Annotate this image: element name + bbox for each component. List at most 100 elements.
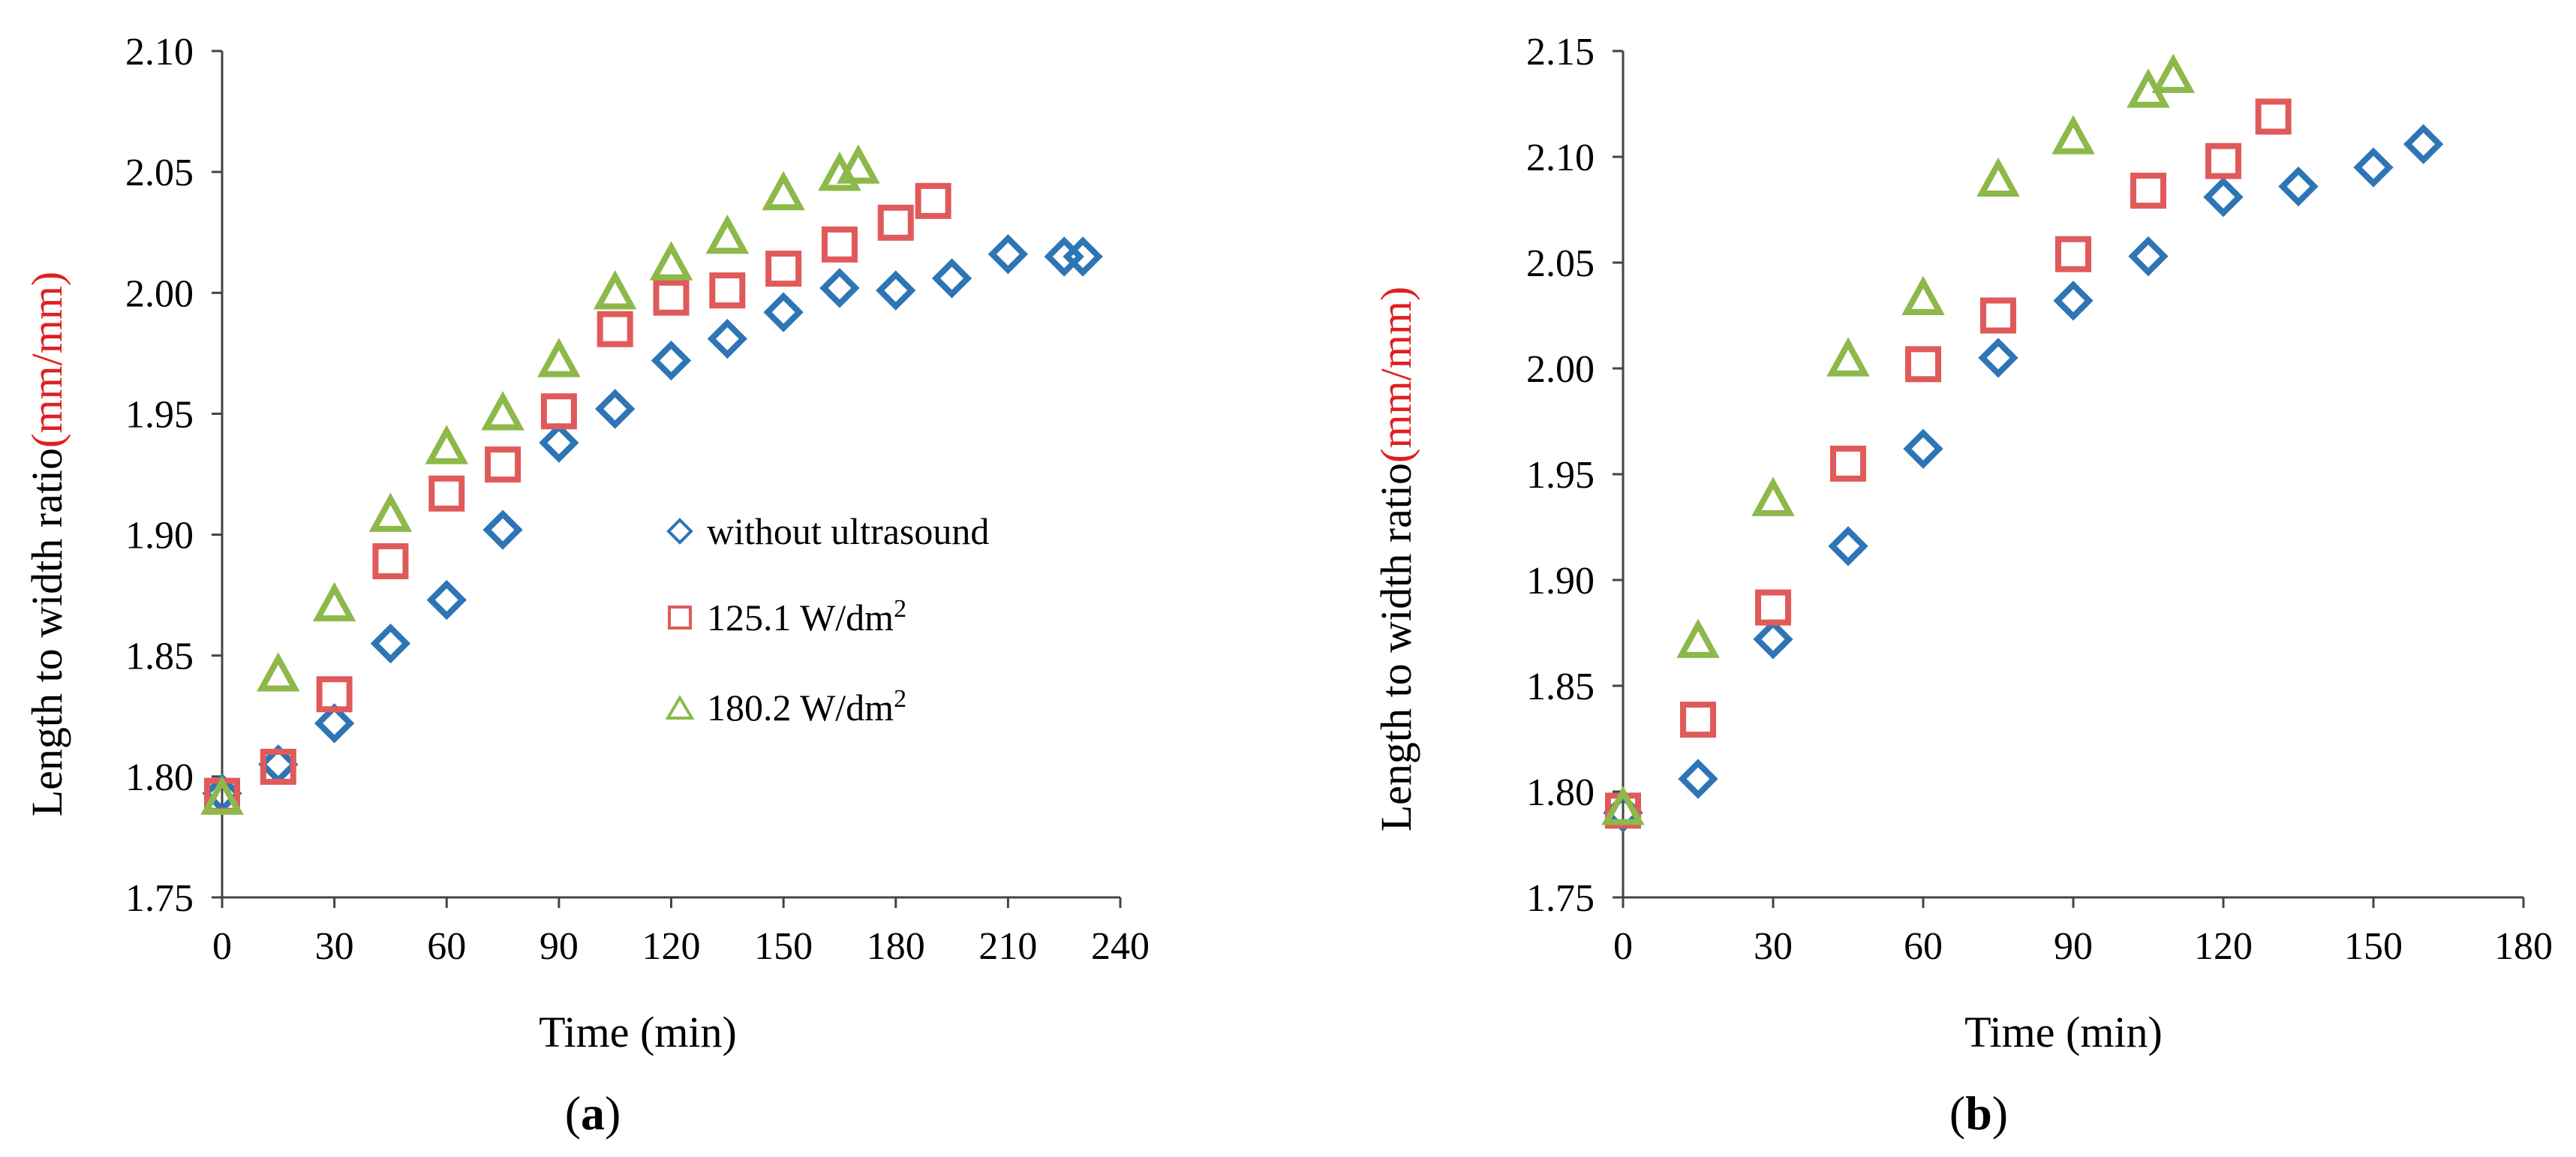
legend-diamond-icon: [666, 518, 693, 545]
panel-b-point-without-ultrasound: [1978, 338, 2018, 378]
panel-b-y-tick-label: 2.15: [1526, 31, 1595, 74]
panel-a-point-125-1-w-dm: [877, 204, 914, 241]
panel-a-point-125-1-w-dm: [821, 226, 858, 263]
panel-a-point-without-ultrasound: [482, 509, 523, 550]
panel-b-point-125-1-w-dm: [2205, 143, 2241, 179]
panel-b-point-180-2-w-dm: [1976, 157, 2020, 197]
panel-b-point-180-2-w-dm: [2051, 115, 2095, 155]
panel-a-x-tick-label: 0: [212, 925, 232, 968]
panel-b-x-tick-label: 150: [2344, 925, 2403, 968]
legend: without ultrasound 125.1 W/dm2 180.2 W/d…: [665, 510, 989, 729]
panel-b-x-axis-label: Time (min): [1964, 1008, 2163, 1056]
panel-a-point-125-1-w-dm: [653, 279, 690, 316]
legend-label-125-1-main: 125.1 W/dm: [707, 597, 894, 639]
panel-b-point-180-2-w-dm: [1676, 618, 1720, 658]
panel-a-x-axis-label: Time (min): [539, 1008, 737, 1056]
panel-a-point-125-1-w-dm: [316, 676, 353, 713]
panel-a-point-without-ultrasound: [763, 292, 804, 332]
panel-b-label: (b): [1949, 1086, 2008, 1140]
legend-item-125-1: 125.1 W/dm2: [668, 595, 906, 639]
panel-b-point-125-1-w-dm: [1680, 702, 1716, 738]
panel-a-y-tick-label: 1.80: [125, 756, 194, 799]
panel-b-point-without-ultrasound: [1903, 428, 1943, 469]
panel-b-point-180-2-w-dm: [1601, 786, 1645, 825]
panel-a-point-without-ultrasound: [539, 422, 579, 463]
panel-a-y-tick-labels: 1.75 1.80 1.85 1.90 1.95 2.00 2.05 2.10: [125, 31, 194, 920]
panel-b-y-tick-label: 2.00: [1526, 348, 1595, 391]
panel-a-point-180-2-w-dm: [649, 241, 693, 281]
legend-triangle-icon: [665, 695, 695, 720]
legend-square-icon: [668, 606, 692, 630]
panel-b-y-tick-label: 2.10: [1526, 137, 1595, 179]
panel-a-point-125-1-w-dm: [915, 182, 951, 219]
panel-b-x-tick-labels: 0 30 60 90 120 150 180: [1613, 925, 2553, 968]
panel-b-markers: [1601, 53, 2444, 833]
panel-b-y-tick-label: 1.85: [1526, 666, 1595, 708]
panel-a-point-180-2-w-dm: [257, 652, 300, 692]
panel-a-point-180-2-w-dm: [537, 338, 581, 377]
panel-a-point-125-1-w-dm: [372, 543, 409, 580]
panel-b-y-tick-label: 1.90: [1526, 560, 1595, 603]
panel-a-point-without-ultrasound: [1063, 236, 1103, 277]
panel-a-label-letter: a: [581, 1086, 605, 1140]
panel-a-y-axis-label: Length to width ratio(mm/mm): [23, 272, 71, 817]
panel-a-y-axis-label-main: Length to width ratio: [23, 448, 71, 816]
legend-label-125-1: 125.1 W/dm2: [707, 595, 906, 639]
panel-b-x-tick-label: 0: [1613, 925, 1633, 968]
panel-b-y-tick-labels: 1.75 1.80 1.85 1.90 1.95 2.00 2.05 2.10 2.15: [1526, 31, 1595, 920]
panel-a-y-tick-label: 1.85: [125, 636, 194, 678]
panel-a-point-125-1-w-dm: [709, 272, 746, 309]
panel-b-y-tick-label: 2.05: [1526, 242, 1595, 285]
panel-a-point-without-ultrasound: [314, 703, 355, 744]
panel-b-x-tick-label: 60: [1904, 925, 1943, 968]
panel-b-point-125-1-w-dm: [2255, 98, 2292, 135]
panel-a-point-without-ultrasound: [819, 268, 860, 308]
panel-a-point-180-2-w-dm: [762, 170, 805, 211]
panel-a-x-tick-label: 240: [1091, 925, 1150, 968]
panel-a-x-axis: [221, 896, 1122, 908]
panel-a-point-180-2-w-dm: [705, 214, 750, 254]
panel-a-x-tick-label: 210: [978, 925, 1037, 968]
panel-b-point-125-1-w-dm: [2055, 236, 2091, 272]
legend-item-without-ultrasound: without ultrasound: [666, 510, 989, 552]
panel-b-x-tick-label: 120: [2194, 925, 2253, 968]
panel-a-point-180-2-w-dm: [368, 492, 413, 532]
panel-a-chart: 0 30 60 90 120 150 180 210 240 1.751.801.851.901…: [23, 31, 1150, 1140]
panel-a-x-tick-label: 150: [754, 925, 813, 968]
panel-b-point-without-ultrasound: [2203, 176, 2244, 218]
panel-b-point-125-1-w-dm: [1980, 297, 2016, 334]
panel-b-point-without-ultrasound: [2353, 147, 2394, 188]
panel-a-y-tick-label: 1.95: [125, 393, 194, 436]
panel-a-x-tick-label: 60: [427, 925, 466, 968]
panel-b-point-125-1-w-dm: [2130, 173, 2166, 209]
panel-a-y-tick-label: 1.75: [125, 877, 194, 920]
panel-b-y-axis-label-main: Length to width ratio: [1372, 463, 1420, 831]
panel-a-point-180-2-w-dm: [837, 144, 880, 184]
panel-b-point-180-2-w-dm: [2151, 53, 2196, 93]
panel-b-point-125-1-w-dm: [1905, 346, 1941, 383]
panel-a-point-without-ultrasound: [370, 623, 411, 664]
legend-label-180-2-sup: 2: [894, 685, 906, 713]
panel-b-y-tick-label: 1.75: [1526, 877, 1595, 920]
panel-a-point-without-ultrasound: [595, 389, 636, 429]
panel-b-x-tick-label: 30: [1754, 925, 1793, 968]
panel-a-point-without-ultrasound: [987, 234, 1029, 275]
legend-label-180-2-main: 180.2 W/dm: [707, 687, 894, 729]
panel-b-y-axis-label: Length to width ratio(mm/mm): [1372, 287, 1420, 832]
panel-a-point-180-2-w-dm: [425, 425, 469, 464]
panel-b-y-tick-label: 1.95: [1526, 454, 1595, 497]
panel-b-point-without-ultrasound: [1753, 619, 1793, 660]
panel-a-point-125-1-w-dm: [540, 393, 577, 430]
panel-b-point-125-1-w-dm: [1755, 589, 1791, 626]
legend-label-without-ultrasound: without ultrasound: [707, 510, 989, 552]
panel-b-point-without-ultrasound: [1678, 759, 1718, 799]
panel-a-point-125-1-w-dm: [597, 311, 633, 347]
panel-a-y-axis: [212, 50, 224, 899]
panel-a-y-tick-label: 2.05: [125, 152, 194, 194]
panel-a-x-tick-label: 180: [867, 925, 925, 968]
panel-a-point-without-ultrasound: [707, 318, 747, 359]
panel-a-point-180-2-w-dm: [481, 391, 525, 431]
panel-a-x-tick-label: 90: [540, 925, 579, 968]
